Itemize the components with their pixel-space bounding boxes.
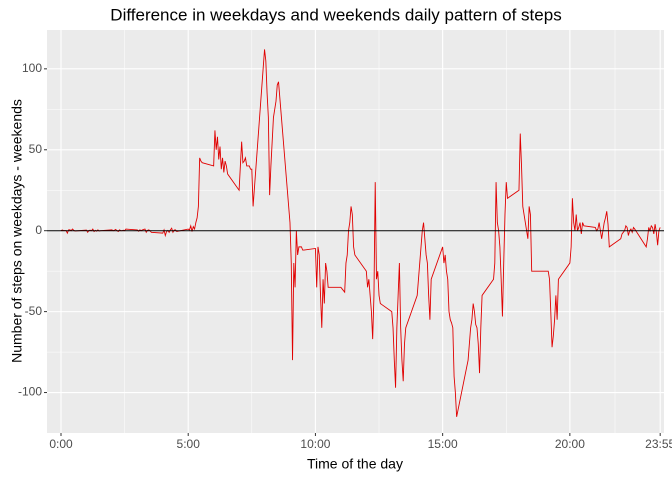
data-line	[60, 49, 661, 417]
x-axis-title: Time of the day	[307, 456, 403, 472]
y-tick-label: 0	[35, 223, 42, 237]
x-tick-label: 0:00	[49, 437, 73, 451]
y-axis-title: Number of steps on weekdays - weekends	[9, 99, 25, 363]
y-tick-label: 50	[29, 142, 43, 156]
y-tick-label: -100	[18, 385, 42, 399]
x-tick-label: 15:00	[428, 437, 458, 451]
x-tick-label: 20:00	[555, 437, 585, 451]
x-tick-label: 23:55	[645, 437, 672, 451]
y-tick-label: -50	[25, 304, 43, 318]
chart-title: Difference in weekdays and weekends dail…	[110, 5, 561, 24]
panel	[47, 30, 664, 433]
x-tick-label: 10:00	[300, 437, 330, 451]
y-tick-label: 100	[22, 61, 42, 75]
x-tick-label: 5:00	[177, 437, 201, 451]
